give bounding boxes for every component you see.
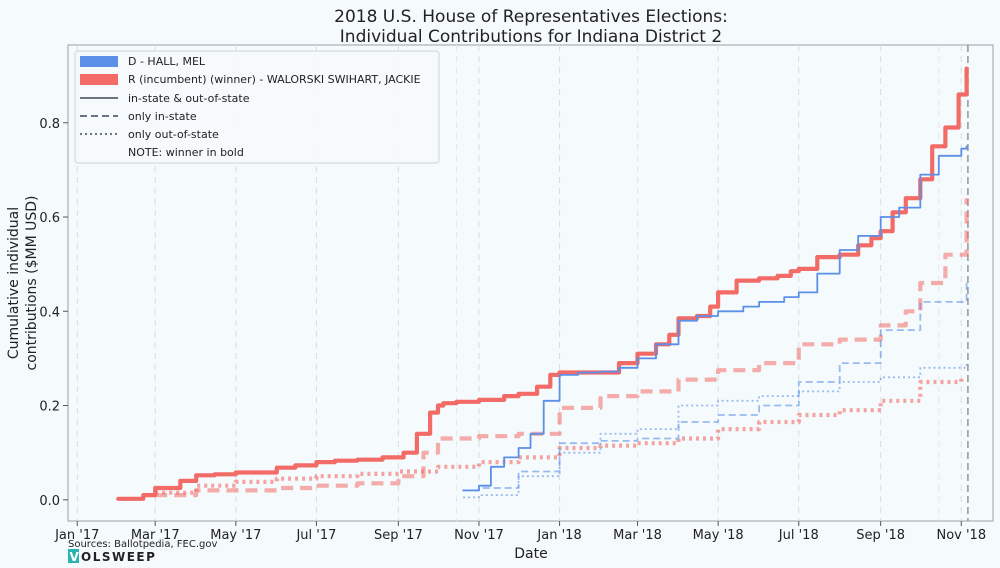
legend-swatch-republican xyxy=(80,74,118,85)
series-line-r-in xyxy=(155,198,969,498)
x-tick-label: Jan '17 xyxy=(54,528,99,543)
legend-box xyxy=(74,50,440,164)
series-line-d-out xyxy=(463,363,968,499)
legend-label-democrat: D - HALL, MEL xyxy=(128,55,206,68)
x-tick-label: May '17 xyxy=(210,528,261,543)
logo-text: OLSWEEP xyxy=(81,550,156,564)
series-line-d-total xyxy=(462,145,968,492)
x-tick-label: Mar '17 xyxy=(131,528,180,543)
legend-label-in-state: only in-state xyxy=(128,110,197,123)
legend-swatch-democrat xyxy=(80,56,118,67)
x-tick-label: Nov '18 xyxy=(936,528,986,543)
x-tick-label: Sep '18 xyxy=(856,528,905,543)
x-axis-label: Date xyxy=(514,546,547,562)
logo: V OLSWEEP xyxy=(68,549,156,564)
x-tick-label: Jul '18 xyxy=(778,528,819,543)
y-tick-label: 0.8 xyxy=(39,117,60,132)
y-axis-label-line-1: Cumulative individual xyxy=(6,207,22,359)
y-tick-label: 0.6 xyxy=(39,211,60,226)
x-tick-label: May '18 xyxy=(693,528,744,543)
x-axis-ticks: Jan '17 Mar '17 May '17 Jul '17 Sep '17 Nov '… xyxy=(54,521,986,543)
y-axis-ticks: 0.0 0.2 0.4 0.6 0.8 xyxy=(39,117,68,509)
y-tick-label: 0.0 xyxy=(39,494,60,509)
series-line-d-in xyxy=(463,280,968,492)
x-tick-label: Nov '17 xyxy=(454,528,504,543)
plot-frame xyxy=(67,44,994,522)
y-axis-label-line-2: contributions ($MM USD) xyxy=(24,196,40,371)
series-layer xyxy=(116,66,969,501)
legend-label-out-of-state: only out-of-state xyxy=(128,128,219,141)
x-tick-label: Mar '18 xyxy=(613,528,662,543)
legend-label-total: in-state & out-of-state xyxy=(128,92,250,105)
legend-note: NOTE: winner in bold xyxy=(128,146,244,159)
sources-note: Sources: Ballotpedia, FEC.gov xyxy=(68,539,217,550)
logo-mark xyxy=(68,549,79,563)
legend: D - HALL, MEL R (incumbent) (winner) - W… xyxy=(74,50,440,164)
x-tick-label: Sep '17 xyxy=(374,528,423,543)
y-tick-label: 0.4 xyxy=(39,305,60,320)
x-tick-label: Jan '18 xyxy=(536,528,581,543)
chart-title-line-2: Individual Contributions for Indiana Dis… xyxy=(340,27,722,47)
y-tick-label: 0.2 xyxy=(39,400,60,415)
legend-label-republican: R (incumbent) (winner) - WALORSKI SWIHAR… xyxy=(128,73,421,86)
logo-letter: V xyxy=(70,550,81,564)
chart-title-line-1: 2018 U.S. House of Representatives Elect… xyxy=(334,7,728,27)
x-tick-label: Jul '17 xyxy=(295,528,336,543)
